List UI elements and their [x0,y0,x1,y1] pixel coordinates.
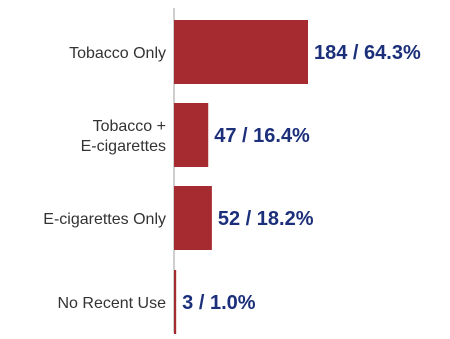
category-label: Tobacco + E-cigarettes [81,118,166,155]
category-label-line: E-cigarettes Only [43,211,166,228]
data-label: 3 / 1.0% [182,292,256,314]
bar [174,103,209,167]
data-label: 52 / 18.2% [218,208,314,230]
category-label-line: No Recent Use [58,295,167,312]
category-label-line: E-cigarettes [81,138,166,155]
category-label: E-cigarettes Only [43,211,166,228]
bars-group: Tobacco Only 184 / 64.3% Tobacco + E-cigare… [43,20,421,334]
category-label: Tobacco Only [69,45,166,62]
category-label-line: Tobacco Only [69,45,166,62]
category-label-line: Tobacco + [93,118,166,135]
data-label: 47 / 16.4% [214,125,310,147]
bar [174,270,177,334]
bar [174,20,308,84]
category-label: No Recent Use [58,295,167,312]
bar [174,186,212,250]
data-label: 184 / 64.3% [314,42,421,64]
